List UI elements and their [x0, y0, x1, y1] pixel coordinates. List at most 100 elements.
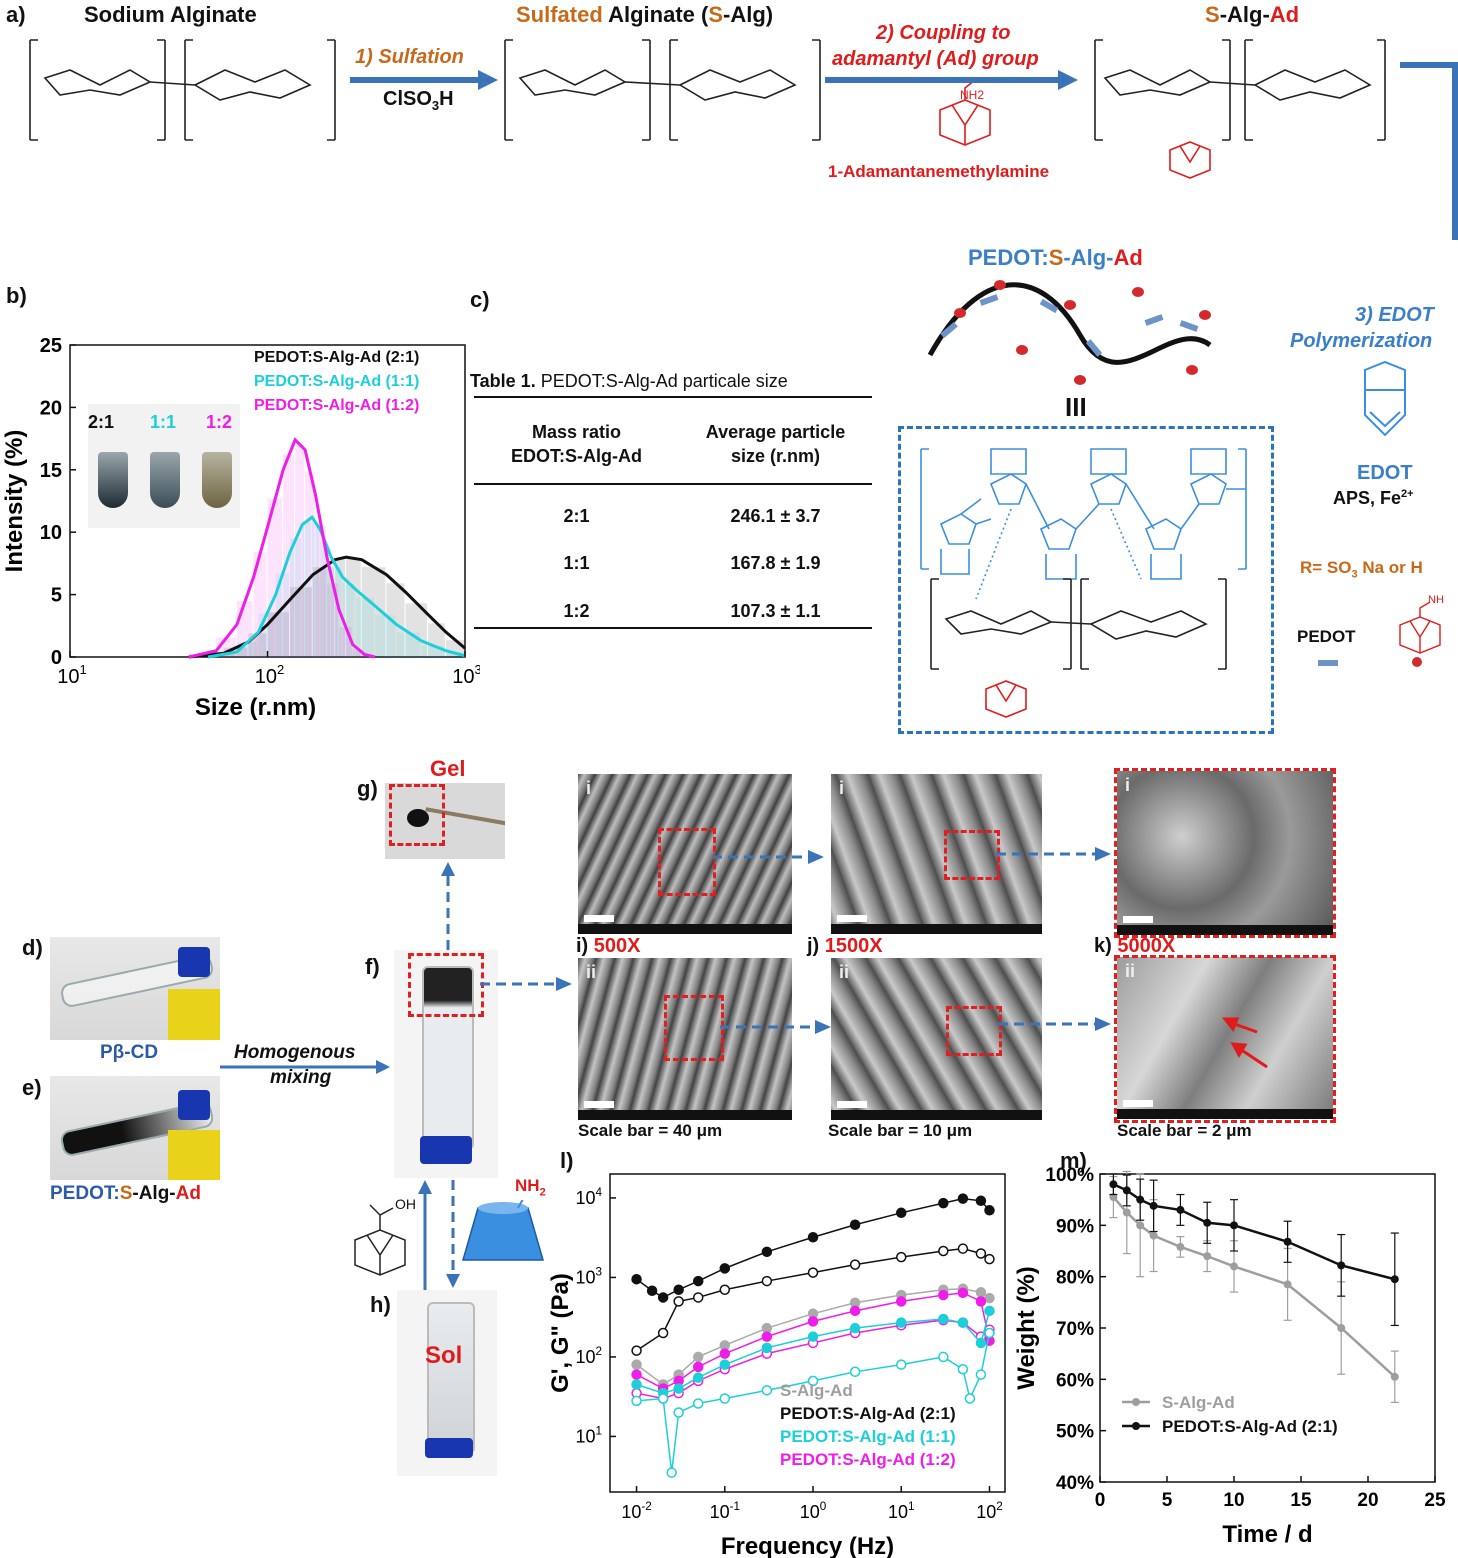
histogram-bar	[331, 567, 342, 657]
x-tick-label: 10-2	[621, 1500, 651, 1522]
histogram-bar	[374, 615, 396, 657]
data-point	[657, 1327, 669, 1339]
equivalence-sign: III	[1065, 392, 1087, 422]
data-point	[719, 1348, 731, 1359]
histogram-bar	[361, 567, 386, 657]
gel-title: Gel	[430, 756, 466, 781]
data-point	[761, 1331, 773, 1342]
data-point	[673, 1296, 684, 1307]
data-point	[938, 1313, 949, 1325]
x-axis-title: Frequency (Hz)	[721, 1533, 894, 1558]
legend-entry: PEDOT:S-Alg-Ad (2:1)	[1162, 1417, 1338, 1436]
data-point	[957, 1193, 969, 1204]
vial-label-1-2: 1:2	[206, 412, 233, 432]
y-tick-label: 20	[40, 397, 62, 419]
sol-title: Sol	[425, 1342, 463, 1369]
histogram-bar	[275, 573, 290, 657]
data-point	[938, 1245, 949, 1257]
r-definition: R= SO3 Na or H	[1300, 558, 1423, 581]
nh2-cd-label: NH2	[515, 1176, 546, 1199]
y-tick-label: 103	[575, 1265, 602, 1287]
histogram-bar	[290, 538, 302, 657]
vial-1-1	[150, 452, 180, 508]
data-point	[957, 1363, 969, 1375]
scale-bar-2um: Scale bar = 2 μm	[1117, 1121, 1252, 1140]
data-point	[984, 1305, 995, 1317]
sem-500x-top: i	[578, 774, 792, 934]
histogram-bar	[326, 583, 338, 657]
pedot-s-alg-ad-title: PEDOT:S-Alg-Ad	[968, 245, 1143, 270]
panel-b-label: b)	[6, 283, 27, 308]
f-to-g-arrow	[441, 862, 455, 950]
beta-cyclodextrin-icon	[462, 1200, 544, 1261]
y-tick-label: 5	[51, 585, 62, 607]
vial-label-1-1: 1:1	[150, 412, 177, 432]
data-point	[761, 1385, 773, 1396]
vial-label-2-1: 2:1	[88, 412, 115, 432]
histogram-bar	[267, 498, 283, 657]
data-point	[692, 1361, 704, 1373]
data-point	[1109, 1180, 1118, 1189]
data-point	[631, 1273, 642, 1285]
data-point	[761, 1246, 773, 1258]
x-tick-label: 25	[1424, 1490, 1446, 1511]
histogram-bar	[313, 567, 335, 657]
data-point	[938, 1351, 949, 1363]
data-point	[1176, 1242, 1185, 1251]
data-point	[692, 1292, 704, 1303]
data-point	[895, 1207, 907, 1219]
s-alg-ad-title: S-Alg-Ad	[1205, 2, 1300, 27]
histogram-bar	[320, 543, 331, 657]
gel-vial-photo	[394, 950, 498, 1178]
rheology-chart: 10-2 10-1 100 101 102 101 102 103 104 Frequency (…	[547, 1173, 1006, 1558]
data-point	[984, 1327, 995, 1339]
pedot-vial-caption: PEDOT:S-Alg-Ad	[50, 1183, 201, 1204]
sulfation-step: 1) Sulfation	[355, 46, 464, 68]
x-axis-title: Time / d	[1222, 1521, 1312, 1548]
data-point	[957, 1317, 969, 1328]
y-tick-label: 25	[40, 335, 62, 357]
panel-d-label: d)	[22, 935, 43, 960]
y-tick-label: 102	[575, 1345, 602, 1367]
sem-1500x-bottom-box	[946, 1006, 1002, 1056]
edot-label: EDOT	[1357, 462, 1413, 484]
data-point	[1136, 1221, 1145, 1230]
histogram-bar	[311, 523, 320, 657]
table-caption: Table 1. PEDOT:S-Alg-Ad particale size	[470, 371, 788, 391]
vials-photo: 2:1 1:1 1:2	[88, 404, 240, 528]
histogram-bar	[295, 444, 305, 657]
data-point	[692, 1351, 704, 1363]
legend-marker	[1132, 1422, 1140, 1430]
data-point	[1136, 1195, 1145, 1204]
legend-entry: S-Alg-Ad	[1162, 1393, 1235, 1412]
sem-mag-1500x: j) 1500X	[807, 935, 883, 957]
data-point	[646, 1285, 658, 1296]
data-point	[1122, 1186, 1131, 1195]
legend-pedot-label: PEDOT	[1297, 627, 1356, 646]
data-point	[957, 1243, 969, 1254]
coupling-step-line1: 2) Coupling to	[876, 22, 1011, 44]
red-arrows-icon	[1221, 1017, 1268, 1069]
table-top-rule	[474, 396, 872, 398]
data-point	[719, 1359, 731, 1370]
chart-b-legend-1: PEDOT:S-Alg-Ad (2:1)	[254, 349, 420, 366]
data-point	[692, 1372, 704, 1383]
x-tick-label: 100	[800, 1500, 827, 1522]
data-point	[938, 1289, 949, 1301]
histogram-bar	[421, 645, 445, 657]
sem-500x-bottom: ii	[578, 958, 792, 1120]
table-header-col1: Mass ratio EDOT:S-Alg-Ad	[511, 422, 642, 466]
panel-a-label: a)	[6, 2, 26, 27]
sem-500x-top-box	[658, 828, 716, 896]
sem-5000x-bottom-frame	[1114, 955, 1336, 1123]
y-tick-label: 40%	[1056, 1473, 1094, 1494]
data-point	[807, 1316, 819, 1327]
data-point	[673, 1284, 684, 1295]
panel-h-label: h)	[370, 1292, 391, 1317]
data-point	[975, 1248, 987, 1259]
data-point	[673, 1407, 684, 1418]
coupling-step-line2: adamantyl (Ad) group	[832, 48, 1039, 70]
histogram-bar	[335, 558, 346, 657]
legend-entry: PEDOT:S-Alg-Ad (1:2)	[780, 1450, 956, 1469]
pedot-structure-box	[898, 426, 1274, 734]
